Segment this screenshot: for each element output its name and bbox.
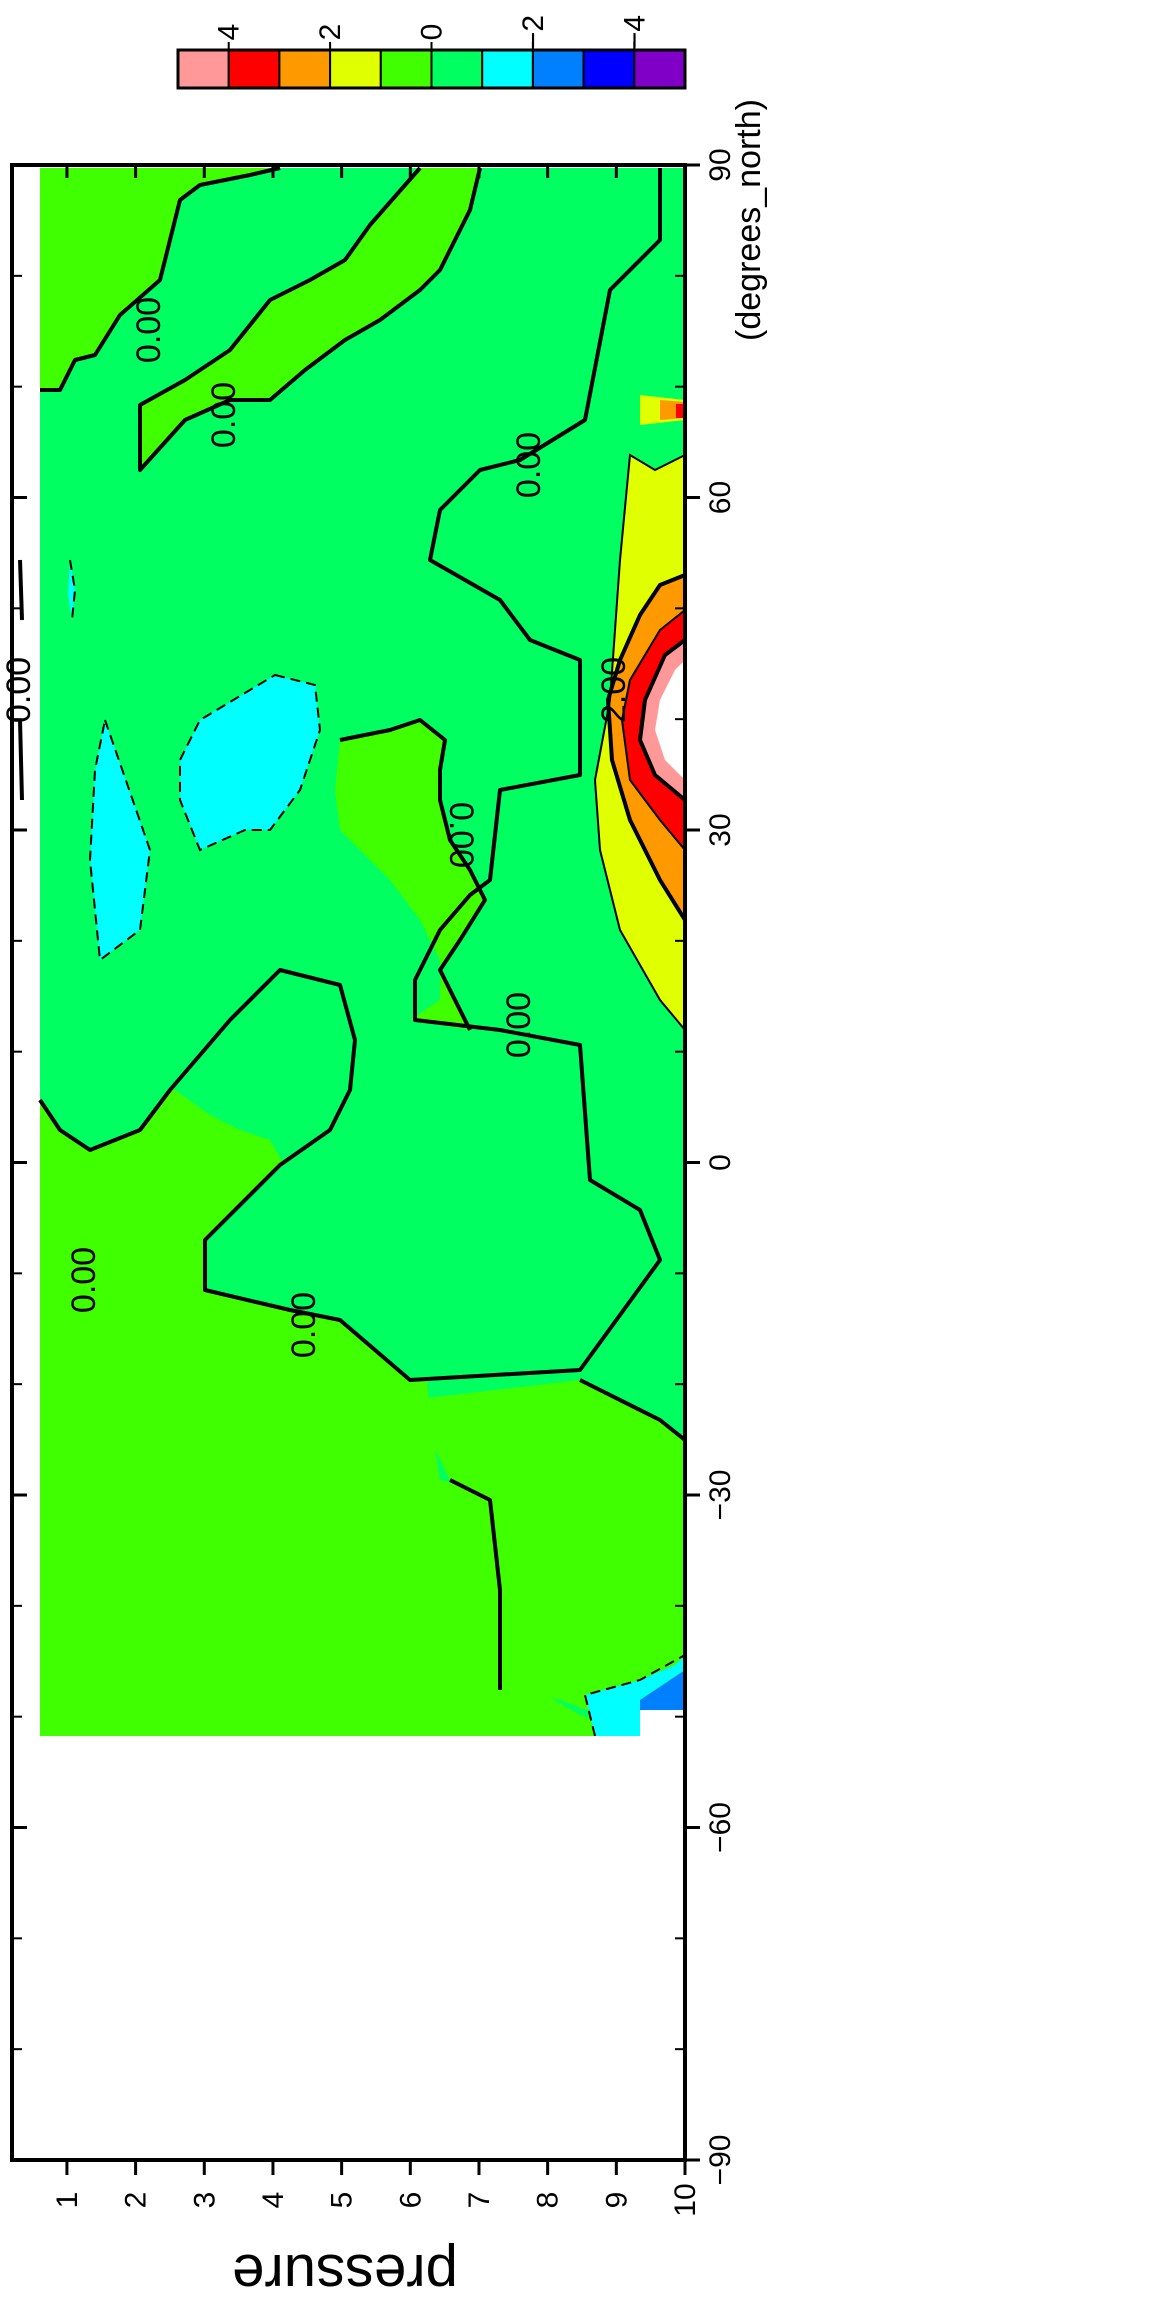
region-cyan-3: [68, 560, 75, 620]
region-green-center: [335, 720, 485, 1030]
contour-lines: [18, 166, 687, 1690]
region-cyan-2: [180, 675, 320, 850]
contour-label-group: 0.00 0.00 0.00 0.00 0.00 0.00 0.00 0.00 …: [0, 297, 633, 1358]
latitude-axis: −90 −60 −30 0 30 60 90: [12, 148, 737, 2185]
pressure-tick-label: 9: [600, 2192, 633, 2209]
lat-tick-label: 90: [704, 148, 737, 181]
colorbar-swatch: [278, 49, 332, 89]
colorbar-swatch: [531, 49, 585, 89]
contour-two: [606, 573, 687, 922]
colorbar-swatch: [177, 49, 230, 89]
lat-tick-label: 0: [704, 1154, 737, 1171]
colorbar-tick-label: −2: [517, 15, 550, 49]
contour-zero-4: [339, 718, 487, 1031]
pressure-tick-label: 4: [257, 2192, 290, 2209]
contour-zero-top: [18, 559, 24, 621]
contour-label: 2.00: [595, 657, 633, 723]
contour-label: 0.00: [500, 992, 538, 1058]
contour-zero-6: [449, 1478, 502, 1690]
lat-tick-label: −30: [704, 1470, 737, 1521]
contour-zero-3: [138, 166, 482, 472]
region-white: [655, 660, 685, 780]
contour-one: [593, 453, 686, 1031]
region-cyan-1: [90, 720, 150, 960]
pressure-axis-title: pressure: [232, 2242, 458, 2307]
contour-zero-2: [40, 166, 281, 392]
contour-neg-1c: [69, 559, 77, 621]
contour-zero-1: [38, 168, 662, 1382]
colorbar-tick-label: 0: [416, 24, 449, 41]
contour-label: 0.00: [205, 382, 243, 448]
colorbar-tick-label: 4: [213, 24, 246, 41]
pressure-tick-label: 8: [532, 2192, 565, 2209]
pressure-axis: 1 2 3 4 5 6 7 8 9 10: [51, 165, 702, 2217]
contour-label: 0.00: [285, 1292, 323, 1358]
pressure-tick-label: 10: [669, 2183, 702, 2216]
region-missing-bottom: [640, 1710, 685, 1736]
region-green-lower: [410, 1380, 685, 1736]
lat-tick-label: −90: [704, 2135, 737, 2186]
contour-neg-1b: [179, 673, 322, 852]
colorbar-swatch: [430, 49, 484, 89]
colorbar-swatch: [227, 49, 281, 89]
pressure-tick-label: 7: [463, 2192, 496, 2209]
contour-label: 0.00: [0, 657, 38, 723]
pressure-tick-label: 5: [326, 2192, 359, 2209]
contour-label: 0.00: [442, 802, 480, 868]
colorbar-swatch: [633, 49, 686, 89]
lat-tick-label: 60: [704, 481, 737, 514]
latitude-axis-title: (degrees_north): [730, 99, 768, 341]
pressure-tick-label: 3: [188, 2192, 221, 2209]
plot-area: 0.00 0.00 0.00 0.00 0.00 0.00 0.00 0.00 …: [0, 163, 687, 2162]
colorbar-swatch: [379, 49, 433, 89]
contour-neg-1a: [88, 716, 152, 962]
colorbar-swatch: [329, 49, 382, 89]
region-red-top: [676, 404, 685, 418]
colorbar-tick-label: −4: [618, 15, 651, 49]
contour-zero-5: [579, 1378, 687, 1442]
colorbar: 4 2 0 −2 −4: [176, 15, 687, 90]
lat-tick-label: 30: [704, 813, 737, 846]
contour-label: 0.00: [510, 432, 548, 498]
contour-label: 0.00: [130, 297, 168, 363]
contour-zero-top2: [18, 719, 24, 801]
pressure-tick-label: 1: [51, 2192, 84, 2209]
pressure-tick-label: 6: [394, 2192, 427, 2209]
region-green-upper: [140, 168, 480, 470]
contour-label: 0.00: [65, 1247, 103, 1313]
contour-dashed-lines: [69, 559, 686, 1737]
contour-neg-1d: [583, 1654, 686, 1737]
contour-thin-lines: [593, 453, 686, 1031]
contour-three: [620, 609, 686, 851]
pressure-tick-label: 2: [120, 2192, 153, 2209]
contour-four: [638, 638, 687, 802]
colorbar-swatch: [481, 49, 534, 89]
lat-tick-label: −60: [704, 1802, 737, 1853]
colorbar-swatch: [582, 49, 636, 89]
colorbar-tick-label: 2: [314, 24, 347, 41]
